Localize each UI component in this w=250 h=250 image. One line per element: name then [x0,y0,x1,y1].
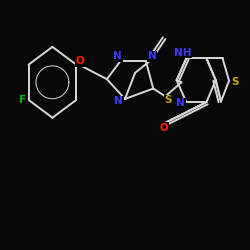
Text: N: N [114,96,123,106]
Text: N: N [148,52,156,62]
Text: N: N [113,52,122,62]
Text: S: S [164,95,172,105]
Text: NH: NH [174,48,191,58]
Text: N: N [176,98,185,108]
Text: F: F [19,95,26,105]
Text: O: O [76,56,84,66]
Text: S: S [231,77,238,87]
Text: O: O [159,123,168,133]
